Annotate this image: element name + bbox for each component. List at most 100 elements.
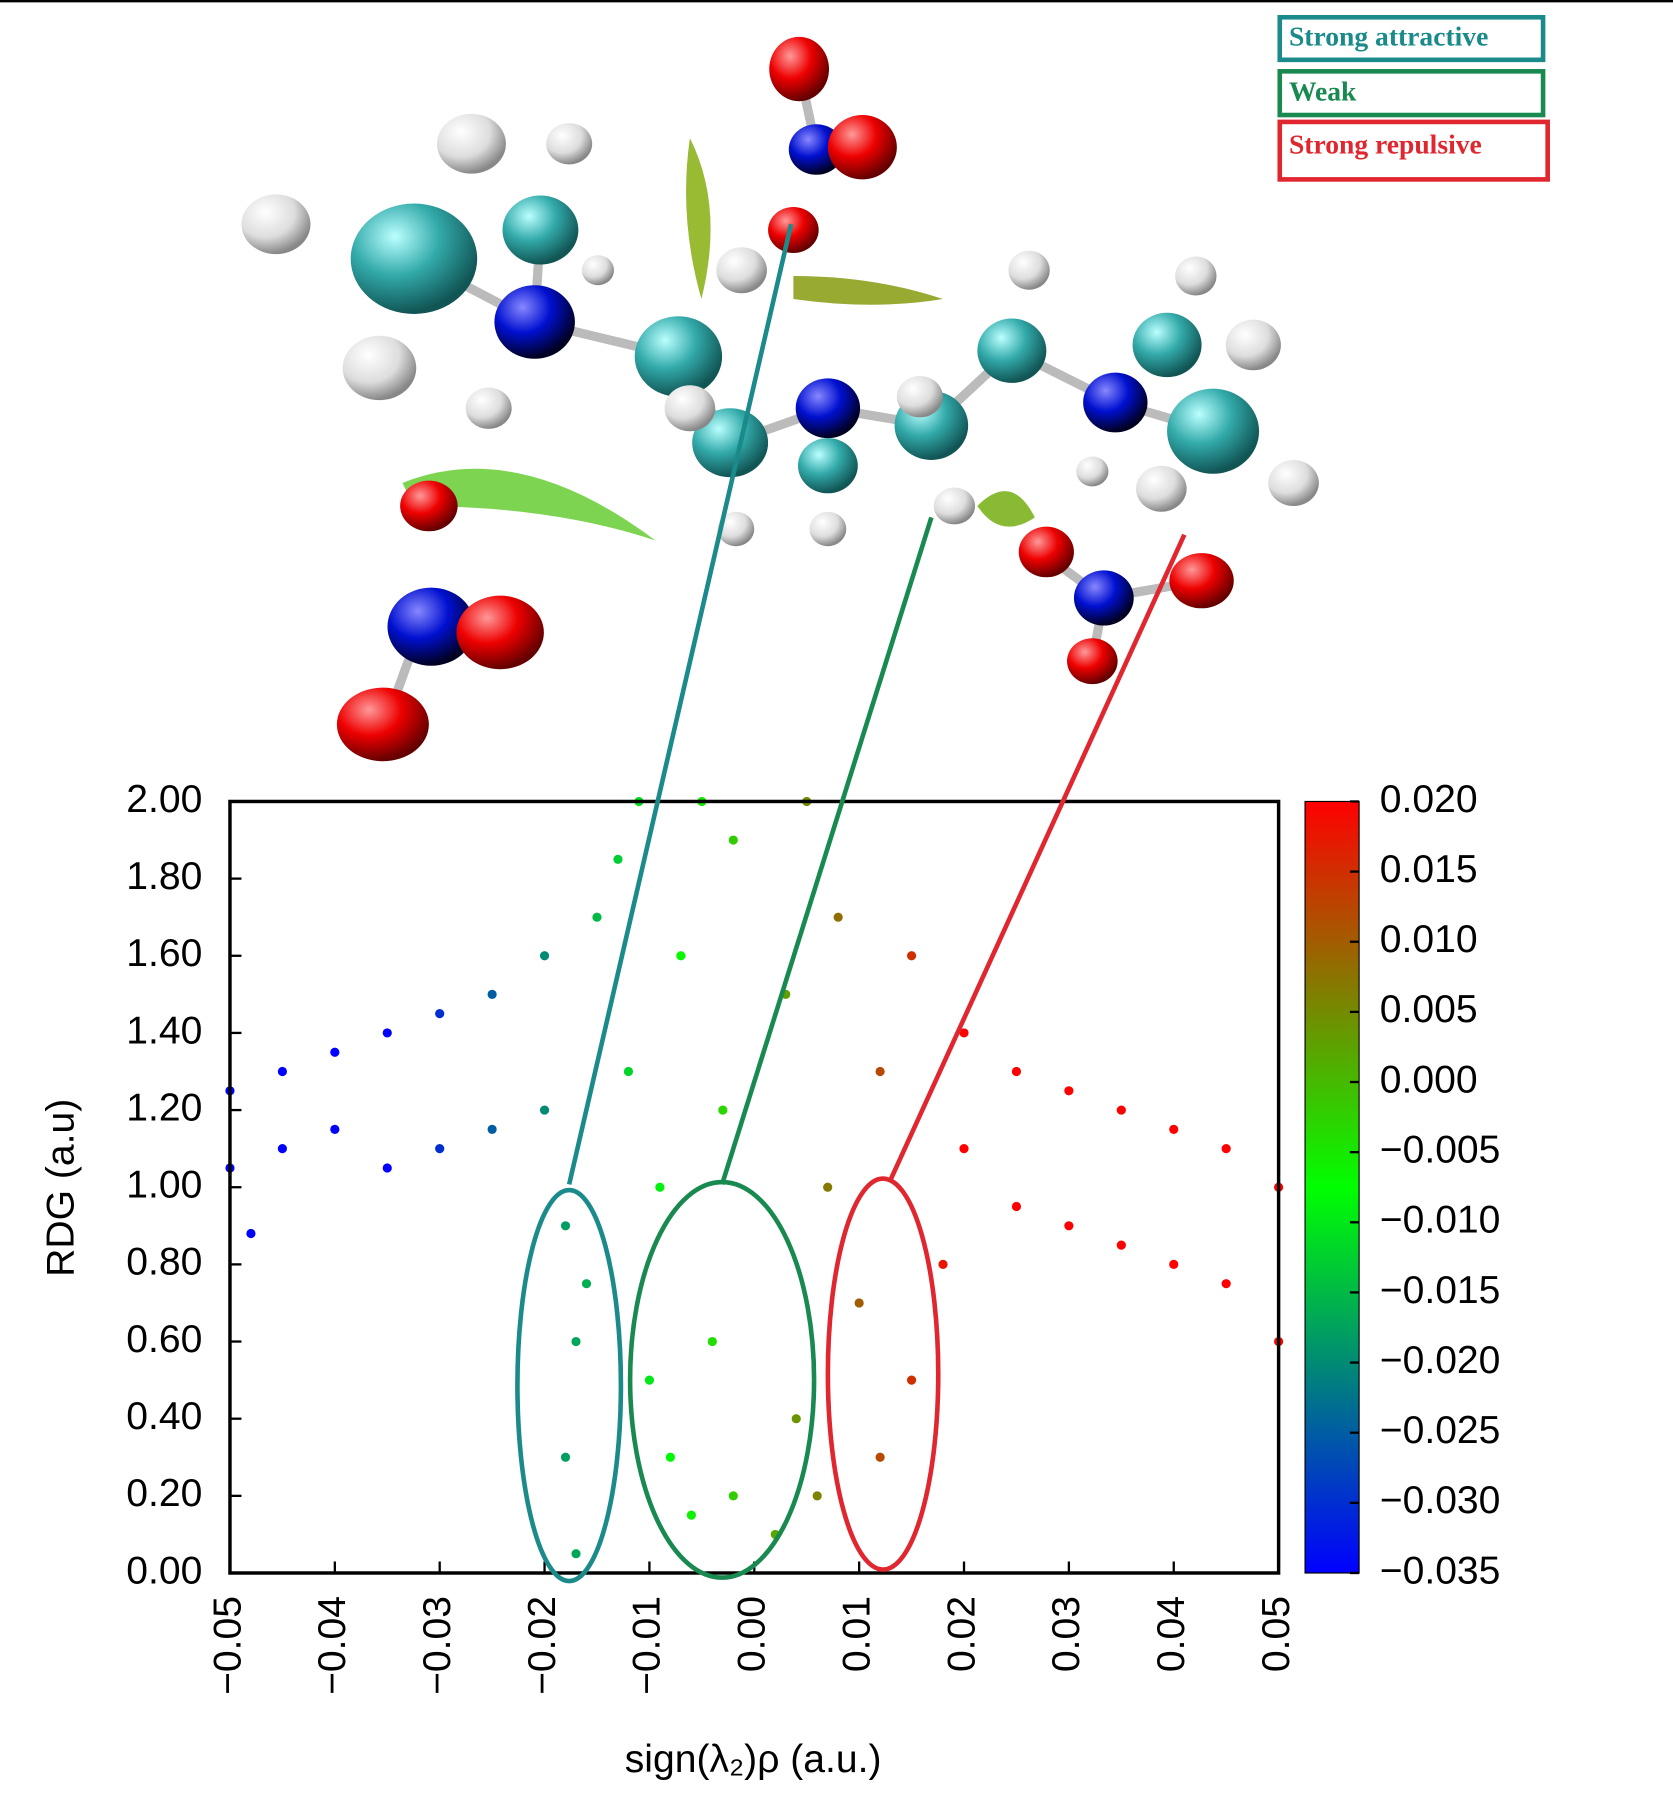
x-tick-label: −0.03 [416, 1596, 459, 1695]
point [539, 1105, 550, 1115]
colorbar-tick-label: −0.015 [1380, 1269, 1501, 1312]
point [718, 1105, 728, 1115]
point [644, 1375, 655, 1385]
point [571, 1336, 581, 1347]
colorbar-tick-label: −0.010 [1380, 1199, 1501, 1242]
point [613, 854, 623, 864]
annotation: Strong repulsive [1289, 129, 1482, 160]
point [487, 989, 497, 999]
point [655, 1182, 665, 1192]
point [959, 1028, 969, 1038]
x-tick-label: 0.05 [1255, 1596, 1298, 1672]
point [435, 1144, 445, 1154]
x-axis-label: sign(λ₂)ρ (a.u.) [625, 1738, 882, 1781]
point [1116, 1105, 1126, 1115]
x-tick-label: −0.01 [626, 1596, 669, 1695]
point [435, 1009, 445, 1019]
y-tick-label: 0.00 [126, 1549, 202, 1592]
x-tick-label: −0.02 [521, 1596, 564, 1695]
point [1064, 1086, 1074, 1096]
colorbar-tick-label: 0.000 [1380, 1058, 1478, 1101]
y-tick-label: 0.60 [126, 1318, 202, 1361]
colorbar-tick-label: 0.010 [1380, 918, 1478, 961]
point [330, 1047, 340, 1057]
point [938, 1259, 948, 1269]
point [1011, 1201, 1022, 1212]
point [854, 1298, 864, 1308]
x-tick-label: 0.04 [1150, 1596, 1193, 1672]
annotation-box [1277, 69, 1546, 118]
point [487, 1124, 497, 1134]
point [382, 1163, 392, 1173]
point [1064, 1221, 1074, 1231]
x-tick-label: −0.05 [206, 1596, 249, 1695]
x-tick-label: 0.00 [731, 1596, 774, 1672]
y-tick-label: 1.40 [126, 1009, 202, 1052]
point [623, 1066, 634, 1077]
point [728, 835, 738, 845]
point [571, 1549, 581, 1559]
point [330, 1124, 340, 1134]
point [1169, 1259, 1179, 1269]
point [1221, 1144, 1231, 1154]
point [906, 951, 917, 961]
callouts [515, 223, 1187, 1584]
point [560, 1221, 571, 1231]
plot-frame [228, 799, 1281, 1575]
x-tick-label: 0.03 [1045, 1596, 1088, 1672]
point [833, 912, 843, 922]
point [581, 1279, 592, 1289]
annotation: Strong attractive [1289, 20, 1488, 51]
point [875, 1066, 885, 1077]
point [1011, 1066, 1022, 1077]
point [560, 1452, 571, 1462]
point [812, 1491, 822, 1501]
y-tick-label: 1.80 [126, 855, 202, 898]
y-tick-label: 0.80 [126, 1241, 202, 1284]
point [791, 1414, 801, 1424]
point [707, 1336, 717, 1347]
y-tick-label: 2.00 [126, 778, 202, 821]
plot-area: 0.00 0.20 0.40 0.60 0.80 1.00 1.20 1.40 1.60 1.80… [126, 778, 1500, 1695]
colorbar-tick-label: 0.020 [1380, 778, 1478, 821]
y-tick-label: 1.60 [126, 932, 202, 975]
colorbar-tick-label: −0.030 [1380, 1479, 1501, 1522]
annotation: Weak [1289, 76, 1357, 107]
y-tick-label: 1.00 [126, 1164, 202, 1207]
point [959, 1144, 969, 1154]
annotation-box [1277, 119, 1550, 182]
annotation-box [1277, 14, 1546, 63]
colorbar [1304, 800, 1360, 1574]
point [906, 1375, 917, 1385]
x-tick-label: 0.02 [940, 1596, 983, 1672]
point [875, 1452, 885, 1462]
point [676, 951, 686, 961]
point [823, 1182, 833, 1192]
colorbar-tick-label: −0.025 [1380, 1409, 1501, 1452]
colorbar-tick-label: −0.035 [1380, 1549, 1501, 1592]
point [246, 1228, 256, 1239]
colorbar-tick-label: −0.020 [1380, 1339, 1501, 1382]
point [277, 1066, 287, 1077]
point [539, 951, 550, 961]
x-tick-label: 0.01 [835, 1596, 878, 1672]
molecule [241, 36, 1319, 762]
y-axis-label: RDG (a.u) [40, 1099, 83, 1277]
point [1169, 1124, 1179, 1134]
point [686, 1510, 696, 1520]
colorbar-tick-label: −0.005 [1380, 1128, 1501, 1171]
point [592, 912, 602, 922]
colorbar-tick-label: 0.005 [1380, 988, 1478, 1031]
colorbar-tick-label: 0.015 [1380, 848, 1478, 891]
point [1116, 1240, 1126, 1250]
y-tick-label: 0.20 [126, 1472, 202, 1515]
y-tick-label: 1.20 [126, 1086, 202, 1129]
point [1221, 1279, 1231, 1289]
x-tick-label: −0.04 [311, 1596, 354, 1695]
y-tick-label: 0.40 [126, 1395, 202, 1438]
point [665, 1452, 675, 1462]
point [277, 1144, 287, 1154]
point [382, 1028, 392, 1038]
